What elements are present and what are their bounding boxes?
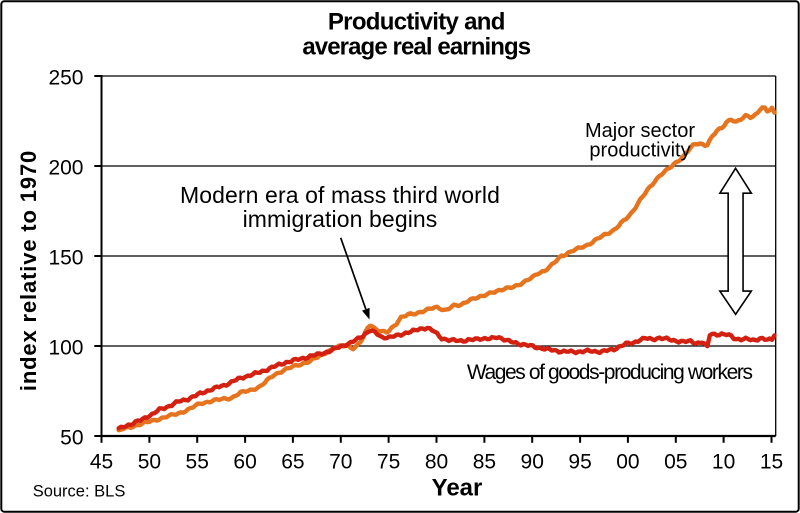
svg-text:50: 50 xyxy=(138,451,161,474)
svg-text:50: 50 xyxy=(60,427,83,450)
svg-text:15: 15 xyxy=(760,451,783,474)
svg-text:Productivity and: Productivity and xyxy=(328,8,505,35)
svg-text:Major sector: Major sector xyxy=(585,120,695,142)
svg-text:10: 10 xyxy=(712,451,735,474)
svg-text:45: 45 xyxy=(90,451,113,474)
svg-text:05: 05 xyxy=(664,451,687,474)
svg-text:100: 100 xyxy=(48,337,83,360)
svg-text:90: 90 xyxy=(521,451,544,474)
svg-text:80: 80 xyxy=(425,451,448,474)
svg-text:250: 250 xyxy=(48,67,83,90)
svg-text:85: 85 xyxy=(473,451,496,474)
svg-text:index relative to 1970: index relative to 1970 xyxy=(16,150,41,391)
svg-text:60: 60 xyxy=(233,451,256,474)
svg-text:00: 00 xyxy=(616,451,639,474)
svg-text:200: 200 xyxy=(48,157,83,180)
svg-text:Year: Year xyxy=(432,475,483,502)
svg-text:65: 65 xyxy=(281,451,304,474)
svg-text:55: 55 xyxy=(186,451,209,474)
svg-text:average real earnings: average real earnings xyxy=(302,34,530,61)
svg-text:productivity: productivity xyxy=(589,140,690,162)
svg-text:immigration begins: immigration begins xyxy=(243,206,438,232)
svg-text:Wages of goods-producing worke: Wages of goods-producing workers xyxy=(467,361,753,384)
svg-text:70: 70 xyxy=(329,451,352,474)
svg-text:Source: BLS: Source: BLS xyxy=(33,483,126,501)
svg-text:75: 75 xyxy=(377,451,400,474)
svg-text:95: 95 xyxy=(568,451,591,474)
svg-text:Modern era of mass third world: Modern era of mass third world xyxy=(180,182,500,208)
svg-text:150: 150 xyxy=(48,247,83,270)
